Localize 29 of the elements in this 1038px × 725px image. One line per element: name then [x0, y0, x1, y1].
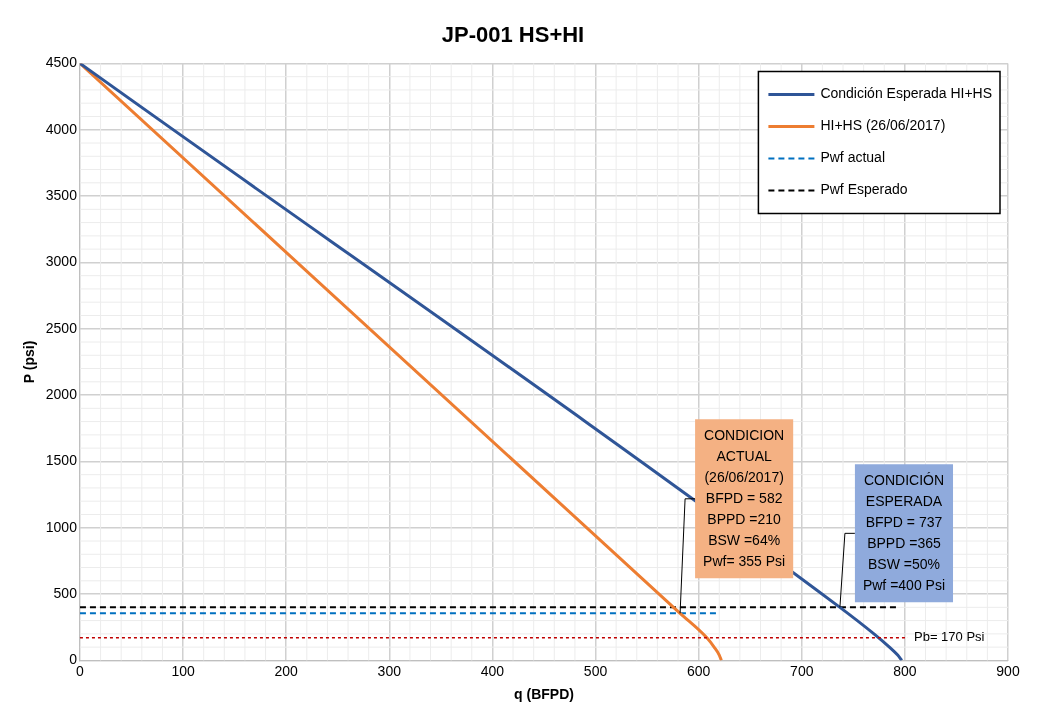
y-tick-label: 3500 [45, 186, 78, 203]
x-tick-label: 600 [686, 662, 711, 679]
chart-title: JP-001 HS+HI [441, 22, 585, 48]
legend-label: HI+HS (26/06/2017) [820, 117, 946, 134]
legend-label: Pwf Esperado [820, 181, 908, 198]
x-tick-label: 500 [583, 662, 608, 679]
y-tick-label: 0 [69, 651, 78, 668]
y-tick-label: 1500 [45, 452, 78, 469]
annotation: CONDICION ACTUAL (26/06/2017) BFPD = 582 BPPD =210 BSW =64% Pwf= 355 Psi [703, 426, 786, 569]
x-tick-label: 900 [996, 662, 1020, 679]
ref-line-label: Pb= 170 Psi [914, 629, 985, 645]
x-tick-label: 700 [790, 662, 814, 679]
y-tick-label: 2000 [45, 385, 78, 402]
legend-label: Pwf actual [820, 149, 885, 166]
y-tick-label: 1000 [45, 518, 78, 535]
y-tick-label: 3000 [45, 253, 78, 270]
y-tick-label: 500 [53, 584, 78, 601]
y-tick-label: 2500 [45, 319, 78, 336]
x-tick-label: 400 [480, 662, 505, 679]
y-tick-label: 4000 [45, 120, 78, 137]
x-axis-title: q (BFPD) [514, 686, 574, 703]
y-tick-label: 4500 [45, 54, 78, 71]
legend-label: Condición Esperada HI+HS [820, 85, 993, 102]
x-tick-label: 800 [893, 662, 917, 679]
x-tick-label: 200 [274, 662, 299, 679]
y-axis-title: P (psi) [21, 340, 38, 384]
x-tick-label: 100 [171, 662, 195, 679]
annotation: CONDICIÓN ESPERADA BFPD = 737 BPPD =365 BSW =50% Pwf =400 Psi [862, 471, 946, 593]
x-tick-label: 300 [377, 662, 402, 679]
